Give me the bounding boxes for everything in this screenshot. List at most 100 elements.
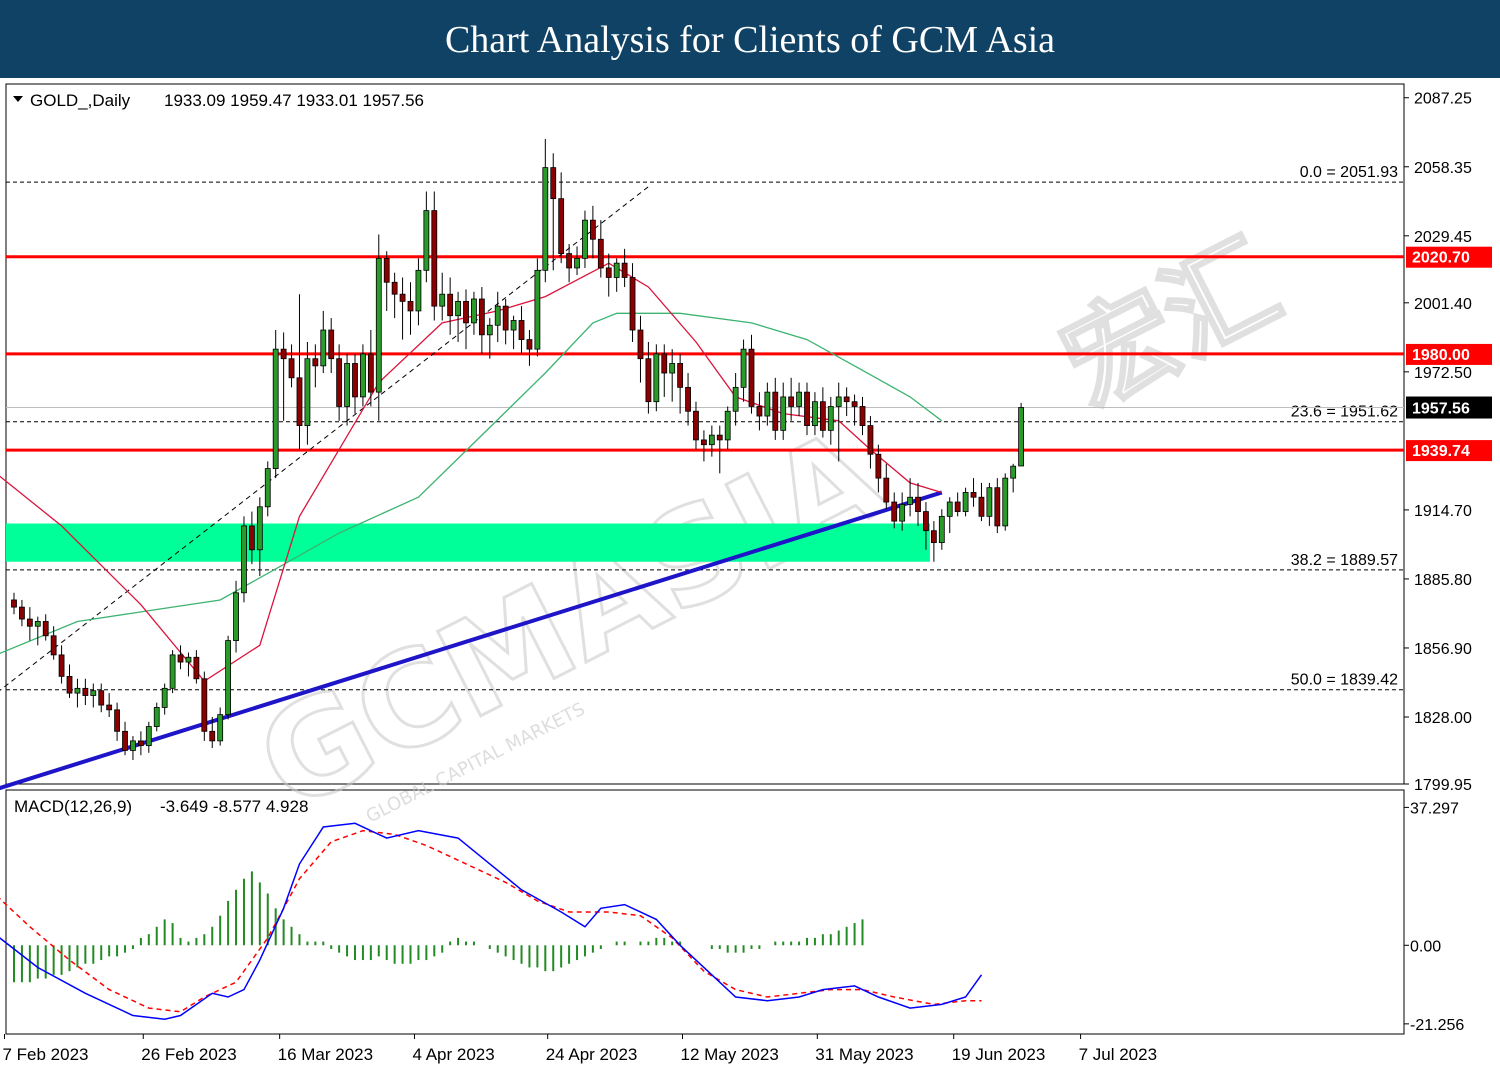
- date-tick-label: 7 Jul 2023: [1079, 1045, 1157, 1064]
- candle-body: [534, 269, 541, 350]
- price-tick-label: 1972.50: [1414, 365, 1472, 382]
- candle-body: [367, 353, 374, 393]
- candle-body: [161, 687, 168, 708]
- price-tick-label: 1799.95: [1414, 777, 1472, 794]
- price-tick-label: 2029.45: [1414, 229, 1472, 246]
- candle-body: [471, 298, 477, 324]
- candle-body: [264, 468, 271, 508]
- candle-body: [169, 654, 176, 689]
- candle-body: [463, 300, 469, 324]
- candle-body: [938, 515, 945, 544]
- candle-body: [486, 324, 493, 336]
- candle-body: [288, 358, 295, 379]
- candle-body: [74, 687, 81, 694]
- date-axis: 7 Feb 2023 26 Feb 2023 16 Mar 2023 4 Apr 20…: [2, 1034, 1157, 1064]
- candle-body: [589, 219, 596, 240]
- candle-body: [1002, 477, 1009, 527]
- candle-body: [605, 267, 612, 278]
- symbol-label: GOLD_,Daily: [30, 91, 131, 110]
- candle-body: [272, 348, 279, 469]
- candle-body: [875, 453, 882, 479]
- candle-body: [732, 386, 739, 412]
- price-tick-label: 2058.35: [1414, 160, 1472, 177]
- candle-body: [764, 391, 771, 417]
- candle-body: [708, 434, 715, 446]
- candle-body: [336, 358, 343, 407]
- candle-body: [130, 740, 136, 751]
- candle-body: [653, 353, 660, 403]
- candle-body: [217, 714, 224, 742]
- macd-tick-label: 0.00: [1410, 938, 1441, 955]
- candle-body: [153, 707, 160, 727]
- candle-body: [225, 640, 232, 716]
- candle-body: [819, 401, 826, 431]
- candle-body: [98, 690, 105, 706]
- candle-body: [804, 391, 810, 426]
- horizontal-level-label: 1980.00: [1412, 347, 1470, 364]
- candle-body: [899, 504, 906, 522]
- date-tick-label: 12 May 2023: [680, 1045, 778, 1064]
- price-tick-label: 1885.80: [1414, 572, 1472, 589]
- horizontal-level-tag: [1406, 440, 1492, 462]
- ohlc-values: 1933.09 1959.47 1933.01 1957.56: [164, 91, 424, 110]
- macd-main-line: [0, 822, 983, 1020]
- price-tick-label: 1828.00: [1414, 710, 1472, 727]
- candle-body: [986, 487, 993, 517]
- candle-body: [716, 434, 723, 441]
- date-tick-label: 19 Jun 2023: [952, 1045, 1046, 1064]
- candle-body: [423, 210, 430, 271]
- macd-signal-line: [0, 829, 982, 1013]
- price-tick-label: 2001.40: [1414, 296, 1472, 313]
- fib-level-label: 38.2 = 1889.57: [1291, 552, 1398, 569]
- dropdown-triangle-icon[interactable]: [13, 96, 23, 102]
- candle-body: [669, 363, 676, 374]
- candle-body: [360, 353, 366, 398]
- candle-body: [478, 298, 485, 336]
- horizontal-level-label: 1939.74: [1412, 443, 1470, 460]
- candle-body: [891, 501, 898, 522]
- candle-body: [502, 305, 509, 331]
- candle-body: [407, 300, 414, 312]
- candle-body: [122, 730, 128, 751]
- date-tick-label: 24 Apr 2023: [546, 1045, 638, 1064]
- candle-body: [740, 348, 747, 388]
- candle-body: [50, 635, 57, 656]
- candle-body: [930, 530, 937, 544]
- candle-body: [558, 198, 565, 254]
- candle-body: [209, 730, 216, 742]
- candle-body: [320, 329, 327, 367]
- candle-body: [375, 257, 382, 393]
- fib-level-label: 23.6 = 1951.62: [1291, 404, 1398, 421]
- candles: [11, 138, 1025, 760]
- date-tick-label: 16 Mar 2023: [278, 1045, 373, 1064]
- ma-slow-line: [0, 312, 943, 654]
- candle-body: [629, 277, 636, 331]
- candle-body: [241, 525, 247, 594]
- candle-body: [137, 740, 144, 747]
- candle-body: [455, 300, 461, 317]
- candle-body: [201, 678, 208, 732]
- candle-body: [352, 363, 358, 398]
- candle-body: [177, 654, 184, 663]
- date-tick-label: 26 Feb 2023: [141, 1045, 236, 1064]
- candle-body: [756, 406, 763, 417]
- candle-body: [248, 525, 255, 551]
- candle-body: [724, 410, 731, 441]
- candle-body: [34, 621, 41, 627]
- candle-body: [796, 391, 802, 407]
- macd-panel: [5, 789, 1405, 1035]
- candle-body: [851, 401, 858, 407]
- candle-body: [114, 709, 120, 732]
- price-tick-label: 1914.70: [1414, 503, 1472, 520]
- candle-body: [431, 210, 438, 307]
- candle-body: [645, 358, 652, 403]
- support-zone-rect: [6, 523, 930, 562]
- candle-body: [256, 506, 263, 551]
- date-tick-label: 7 Feb 2023: [2, 1045, 88, 1064]
- candle-body: [328, 329, 335, 360]
- main-panel: [5, 83, 1405, 785]
- macd-tick-label: 37.297: [1410, 800, 1459, 817]
- date-tick-label: 31 May 2023: [815, 1045, 913, 1064]
- macd-tick-label: -21.256: [1410, 1017, 1464, 1034]
- horizontal-level-tag: [1406, 343, 1492, 365]
